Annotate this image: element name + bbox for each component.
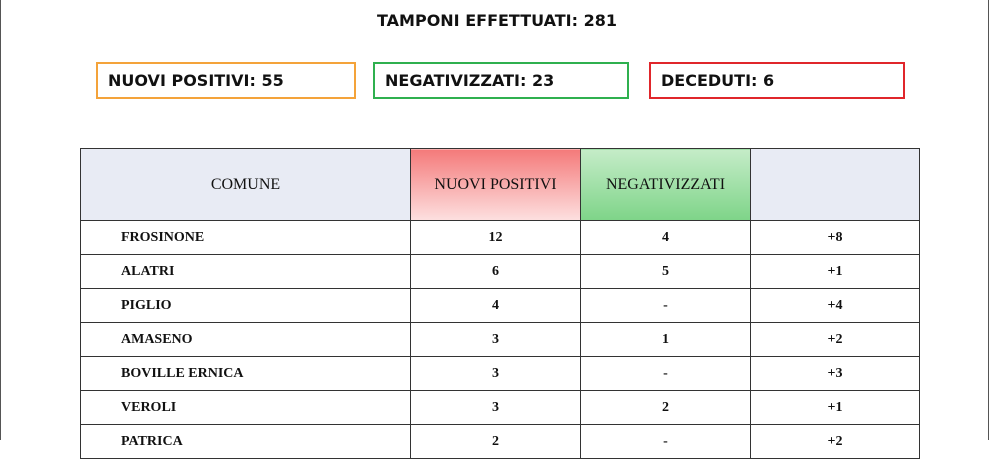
value-cell: 3 (410, 390, 581, 425)
comune-cell: BOVILLE ERNICA (80, 356, 411, 391)
value-cell: +1 (750, 254, 920, 289)
value-cell: +3 (750, 356, 920, 391)
value-cell: 12 (410, 220, 581, 255)
page-edge (988, 0, 989, 440)
value-cell: +8 (750, 220, 920, 255)
summary-box: NUOVI POSITIVI: 55 (96, 62, 356, 99)
table-row: PIGLIO 4- +4 (80, 288, 920, 323)
value-cell: 4 (580, 220, 751, 255)
value-cell: 6 (410, 254, 581, 289)
value-cell: 5 (580, 254, 751, 289)
value-cell: - (580, 288, 751, 323)
value-cell: +2 (750, 322, 920, 357)
column-header: NUOVI POSITIVI (410, 148, 581, 221)
value-cell: +2 (750, 424, 920, 459)
table: COMUNE NUOVI POSITIVI NEGATIVIZZATI FROSIN… (80, 148, 920, 459)
column-header: NEGATIVIZZATI (580, 148, 751, 221)
value-cell: - (580, 424, 751, 459)
value-cell: 1 (580, 322, 751, 357)
page-edge (0, 0, 1, 440)
column-header: COMUNE (80, 148, 411, 221)
summary-box: DECEDUTI: 6 (649, 62, 905, 99)
summary-box: NEGATIVIZZATI: 23 (373, 62, 629, 99)
table-row: BOVILLE ERNICA 3- +3 (80, 356, 920, 391)
comune-cell: PATRICA (80, 424, 411, 459)
value-cell: +1 (750, 390, 920, 425)
header-row: COMUNE NUOVI POSITIVI NEGATIVIZZATI (80, 148, 920, 221)
table-row: AMASENO 3 1 +2 (80, 322, 920, 357)
comune-cell: VEROLI (80, 390, 411, 425)
comune-cell: AMASENO (80, 322, 411, 357)
table-row: PATRICA 2- +2 (80, 424, 920, 459)
value-cell: 4 (410, 288, 581, 323)
value-cell: 3 (410, 322, 581, 357)
value-cell: - (580, 356, 751, 391)
value-cell: +4 (750, 288, 920, 323)
comune-cell: FROSINONE (80, 220, 411, 255)
comune-cell: ALATRI (80, 254, 411, 289)
table-row: VEROLI 3 2 +1 (80, 390, 920, 425)
title: TAMPONI EFFETTUATI: 281 (376, 11, 617, 30)
comune-cell: PIGLIO (80, 288, 411, 323)
value-cell: 2 (580, 390, 751, 425)
value-cell: 2 (410, 424, 581, 459)
value-cell: 3 (410, 356, 581, 391)
table-row: ALATRI 6 5 +1 (80, 254, 920, 289)
column-header (750, 148, 920, 221)
table-row: FROSINONE 12 4 +8 (80, 220, 920, 255)
table-body: FROSINONE 12 4 +8 ALATRI 6 5 +1 PIGLIO 4- +4 AMASEN… (80, 220, 920, 459)
